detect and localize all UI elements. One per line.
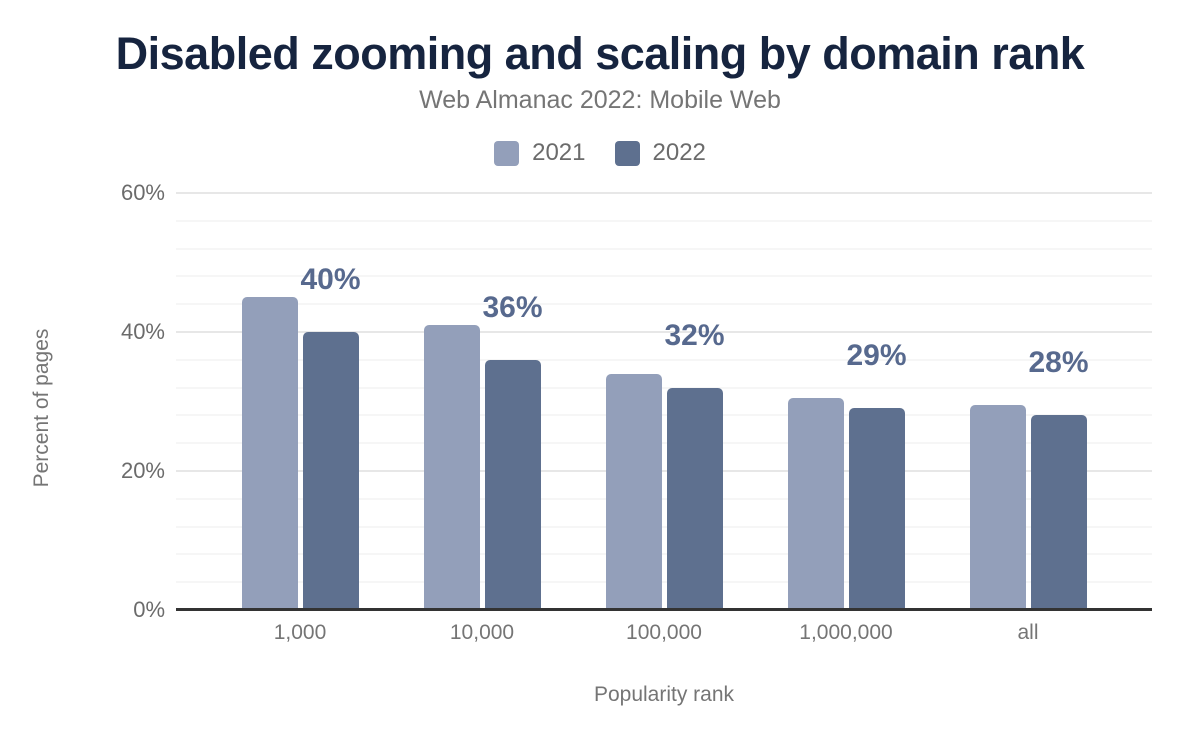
bar-2021: [969, 405, 1026, 610]
chart-title: Disabled zooming and scaling by domain r…: [115, 28, 1085, 79]
chart-legend: 2021 2022: [0, 139, 1200, 167]
bar-2022: [484, 359, 541, 610]
bar-2021: [423, 325, 480, 610]
bar-groups: 40% 36% 32% 29% 28%: [209, 193, 1119, 610]
gridline-minor: [176, 303, 1152, 306]
legend-item-2021: 2021: [494, 139, 586, 167]
bar-2021: [241, 297, 298, 610]
gridline-major: [176, 331, 1152, 333]
bar-2021: [787, 398, 844, 610]
y-tick-label: 60%: [120, 180, 165, 205]
y-tick-label: 20%: [120, 458, 165, 483]
value-label: 36%: [482, 290, 543, 324]
x-axis-line: [176, 608, 1152, 611]
gridline-minor: [176, 219, 1152, 222]
bar-2021: [605, 373, 662, 610]
x-tick-label: 1,000: [273, 621, 327, 644]
x-tick-label: 10,000: [449, 621, 515, 644]
chart-subtitle: Web Almanac 2022: Mobile Web: [419, 86, 781, 114]
legend-item-2022: 2022: [614, 139, 706, 167]
gridline-minor: [176, 247, 1152, 250]
legend-label: 2022: [652, 139, 706, 166]
value-label: 28%: [1028, 346, 1089, 380]
value-label: 29%: [846, 339, 907, 373]
value-label: 40%: [300, 263, 361, 296]
x-tick-label: 1,000,000: [799, 621, 893, 644]
gridline-minor: [176, 442, 1152, 445]
y-axis-ticks: 0% 20% 40% 60%: [0, 180, 165, 622]
bar-2022: [666, 387, 723, 610]
x-tick-label: all: [1017, 621, 1039, 644]
bar-group-1,000: 40%: [209, 193, 391, 610]
gridline-major: [176, 470, 1152, 472]
gridline-minor: [176, 414, 1152, 417]
bar-group-100,000: 32%: [573, 193, 755, 610]
x-tick-label: 100,000: [626, 621, 702, 644]
legend-swatch-2021: [494, 140, 520, 166]
value-label: 32%: [664, 318, 725, 352]
bar-2022: [848, 408, 905, 610]
gridline-minor: [176, 497, 1152, 500]
gridline-minor: [176, 275, 1152, 278]
gridline-minor: [176, 553, 1152, 556]
bar-2022: [302, 332, 359, 610]
y-tick-label: 40%: [120, 319, 165, 344]
bar-group-10,000: 36%: [391, 193, 573, 610]
y-tick-label: 0%: [133, 597, 165, 622]
bar-group-all: 28%: [937, 193, 1119, 610]
gridline-minor: [176, 386, 1152, 389]
legend-swatch-2022: [614, 140, 640, 166]
gridline-minor: [176, 581, 1152, 584]
x-axis-ticks: 1,000 10,000 100,000 1,000,000 all: [209, 621, 1119, 645]
bar-group-1,000,000: 29%: [755, 193, 937, 610]
plot-area: 40% 36% 32% 29% 28%: [176, 192, 1152, 611]
gridline-minor: [176, 358, 1152, 361]
x-axis-title: Popularity rank: [593, 683, 735, 706]
legend-label: 2021: [532, 139, 586, 166]
gridline-minor: [176, 525, 1152, 528]
bar-2022: [1030, 415, 1087, 610]
gridline-major: [176, 192, 1152, 194]
